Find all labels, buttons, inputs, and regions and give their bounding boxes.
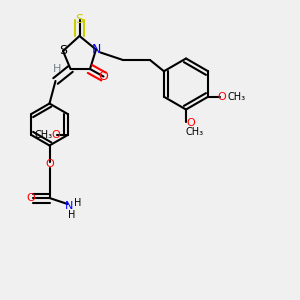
Text: N: N [65,200,73,211]
Text: S: S [76,13,83,26]
Text: O: O [99,70,108,83]
Text: O: O [217,92,226,102]
Text: O: O [51,130,60,140]
Text: H: H [74,197,82,208]
Text: H: H [53,64,61,74]
Text: CH₃: CH₃ [186,127,204,137]
Text: H: H [68,209,76,220]
Text: O: O [186,118,195,128]
Text: O: O [26,193,35,203]
Text: CH₃: CH₃ [227,92,246,102]
Text: CH₃: CH₃ [34,130,53,140]
Text: S: S [59,44,67,58]
Text: N: N [91,43,101,56]
Text: O: O [45,158,54,169]
